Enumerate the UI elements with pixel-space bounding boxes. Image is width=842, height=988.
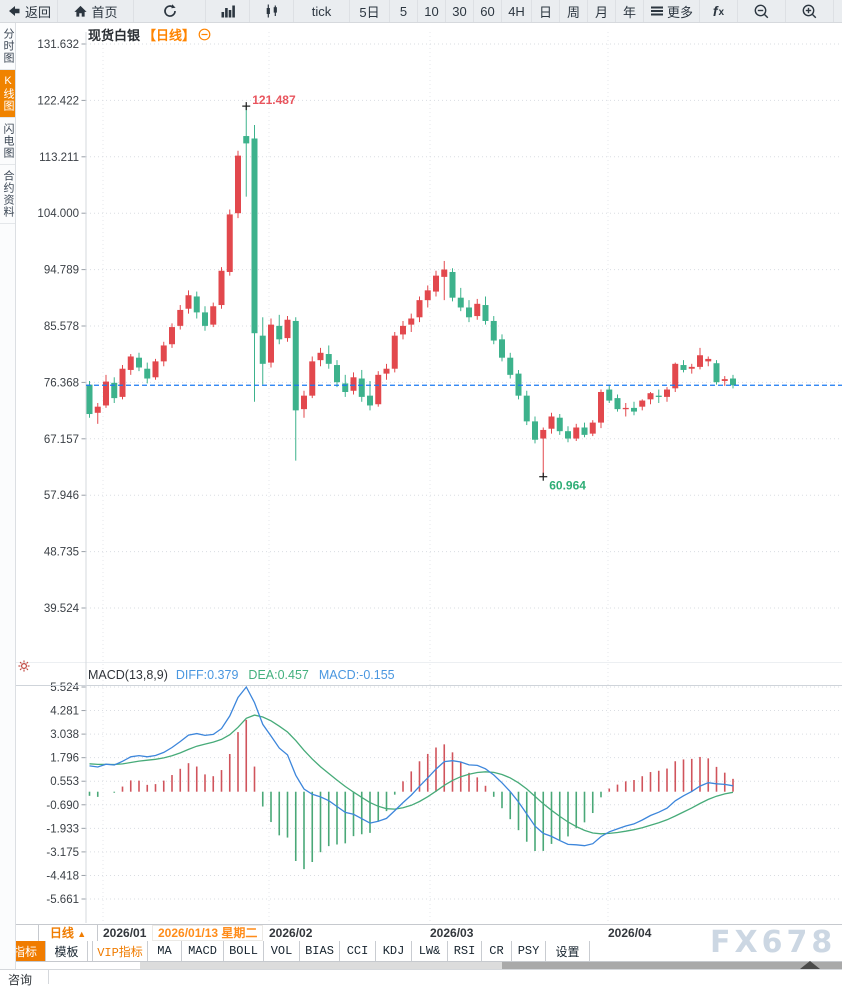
rail-tab-1[interactable]: 分时图 — [0, 23, 15, 70]
back-arrow-icon — [8, 6, 20, 16]
indicator-tab-8[interactable]: BIAS — [300, 941, 340, 961]
indicator-tab-7[interactable]: VOL — [264, 941, 300, 961]
svg-text:-4.418: -4.418 — [46, 870, 79, 882]
macd-header: MACD(13,8,9) DIFF:0.379 DEA:0.457 MACD:-0.1… — [88, 668, 395, 682]
indicator-tab-9[interactable]: CCI — [340, 941, 376, 961]
svg-text:-0.690: -0.690 — [46, 800, 79, 812]
svg-text:94.789: 94.789 — [44, 265, 79, 277]
horizontal-scrollbar[interactable] — [140, 961, 842, 969]
svg-text:76.368: 76.368 — [44, 377, 79, 389]
zoom-in-icon — [802, 4, 817, 18]
toolbar-interval-60-button[interactable]: 60 — [474, 0, 502, 22]
refresh-icon — [163, 4, 176, 17]
toolbar-interval-year-button[interactable]: 年 — [616, 0, 644, 22]
indicator-tab-14[interactable]: PSY — [512, 941, 546, 961]
x-axis-label-3: 2026/03 — [430, 926, 474, 940]
period-selector-label: 日线 — [49, 926, 74, 940]
symbol-name: 现货白银 — [88, 28, 141, 43]
footer-row: 咨询 — [0, 969, 842, 987]
svg-text:-1.933: -1.933 — [46, 823, 79, 835]
svg-text:104.000: 104.000 — [37, 208, 79, 220]
indicator-tab-11[interactable]: LW& — [412, 941, 448, 961]
indicator-tab-4[interactable]: MA — [148, 941, 182, 961]
footer-divider — [48, 970, 49, 984]
toolbar-interval-30-button[interactable]: 30 — [446, 0, 474, 22]
indicator-tab-10[interactable]: KDJ — [376, 941, 412, 961]
svg-text:60.964: 60.964 — [549, 479, 586, 493]
svg-text:-5.661: -5.661 — [46, 894, 79, 906]
svg-text:57.946: 57.946 — [44, 490, 79, 502]
svg-text:4.281: 4.281 — [50, 706, 79, 718]
chart-type-rail: 分时图 K线图 闪电图 合约资料 — [0, 23, 16, 969]
indicator-tab-bar: 指标 模板 VIP指标 MA MACD BOLL VOL BIAS CCI KDJ LW& RSI CR… — [0, 941, 842, 962]
macd-title: MACD(13,8,9) — [88, 668, 168, 682]
macd-dea-value: DEA:0.457 — [248, 668, 309, 682]
crosshair-date-label: 2026/01/13 星期二 — [152, 925, 264, 941]
toolbar-zoom-in-button[interactable] — [786, 0, 834, 22]
home-icon — [74, 5, 88, 17]
indicator-tab-3[interactable]: VIP指标 — [92, 941, 148, 961]
toolbar-candle-chart-button[interactable] — [250, 0, 294, 22]
svg-text:5.524: 5.524 — [50, 682, 79, 694]
svg-text:67.157: 67.157 — [44, 434, 79, 446]
toolbar-bar-chart-button[interactable] — [206, 0, 250, 22]
macd-diff-value: DIFF:0.379 — [175, 668, 239, 682]
toolbar-interval-day-button[interactable]: 日 — [532, 0, 560, 22]
expand-triangle-icon: ▲ — [77, 929, 87, 939]
svg-text:48.735: 48.735 — [44, 547, 79, 559]
rail-tab-2[interactable]: K线图 — [0, 70, 15, 118]
top-toolbar: 返回 首页 tick 5日 5 10 30 60 4H 日周月年更多 f x — [0, 0, 842, 23]
indicator-tab-6[interactable]: BOLL — [224, 941, 264, 961]
indicator-tab-13[interactable]: CR — [482, 941, 512, 961]
svg-text:131.632: 131.632 — [37, 39, 79, 51]
indicator-tab-2[interactable]: 模板 — [46, 941, 88, 961]
scrollbar-arrow-icon[interactable] — [800, 961, 820, 969]
indicator-tab-5[interactable]: MACD — [182, 941, 224, 961]
svg-text:0.553: 0.553 — [50, 776, 79, 788]
indicator-tab-12[interactable]: RSI — [448, 941, 482, 961]
toolbar-more-button[interactable]: 更多 — [644, 0, 700, 22]
svg-text:-3.175: -3.175 — [46, 847, 79, 859]
x-axis-label-1: 2026/01 — [103, 926, 147, 940]
toolbar-refresh-button[interactable] — [134, 0, 206, 22]
period-tag: 【日线】 — [143, 28, 196, 43]
bar-chart-icon — [221, 5, 235, 18]
svg-text:1.796: 1.796 — [50, 753, 79, 765]
indicator-settings-sun-icon[interactable] — [17, 659, 31, 673]
menu-icon — [650, 6, 663, 16]
toolbar-interval-4h-button[interactable]: 4H — [502, 0, 532, 22]
rail-tab-4[interactable]: 合约资料 — [0, 165, 15, 224]
zoom-out-icon — [754, 4, 769, 18]
x-axis-label-4: 2026/04 — [608, 926, 652, 940]
x-axis-label-2: 2026/02 — [269, 926, 313, 940]
toolbar-interval-month-button[interactable]: 月 — [588, 0, 616, 22]
chart-title: 现货白银 【日线】 — [88, 25, 211, 44]
x-axis-row: 日线 ▲ 2026/01/13 星期二 2026/01 2026/02 2026/0… — [0, 924, 842, 941]
period-selector[interactable]: 日线 ▲ — [38, 925, 98, 941]
toolbar-zoom-out-button[interactable] — [738, 0, 786, 22]
svg-text:113.211: 113.211 — [39, 152, 79, 164]
rail-tab-3[interactable]: 闪电图 — [0, 118, 15, 165]
macd-macd-value: MACD:-0.155 — [318, 668, 395, 682]
svg-text:3.038: 3.038 — [50, 729, 79, 741]
toolbar-interval-week-button[interactable]: 周 — [560, 0, 588, 22]
toolbar-home-button[interactable]: 首页 — [58, 0, 134, 22]
svg-text:85.578: 85.578 — [44, 321, 79, 333]
toolbar-interval-5d-button[interactable]: 5日 — [350, 0, 390, 22]
fx-icon: f — [712, 3, 718, 19]
indicator-tab-15[interactable]: 设置 — [546, 941, 590, 961]
toolbar-interval-10-button[interactable]: 10 — [418, 0, 446, 22]
scrollbar-handle[interactable] — [502, 962, 842, 969]
toolbar-tick-button[interactable]: tick — [294, 0, 350, 22]
toolbar-back-button[interactable]: 返回 — [0, 0, 58, 22]
footer-link[interactable]: 咨询 — [8, 973, 33, 987]
price-chart-canvas[interactable]: 131.632 122.422 113.211 104.000 94.789 85.578… — [0, 0, 842, 924]
collapse-panel-icon[interactable] — [198, 28, 211, 41]
candlestick-icon — [266, 4, 277, 18]
svg-text:121.487: 121.487 — [252, 93, 296, 107]
svg-text:39.524: 39.524 — [44, 603, 80, 615]
toolbar-interval-5-button[interactable]: 5 — [390, 0, 418, 22]
svg-text:122.422: 122.422 — [37, 95, 79, 107]
